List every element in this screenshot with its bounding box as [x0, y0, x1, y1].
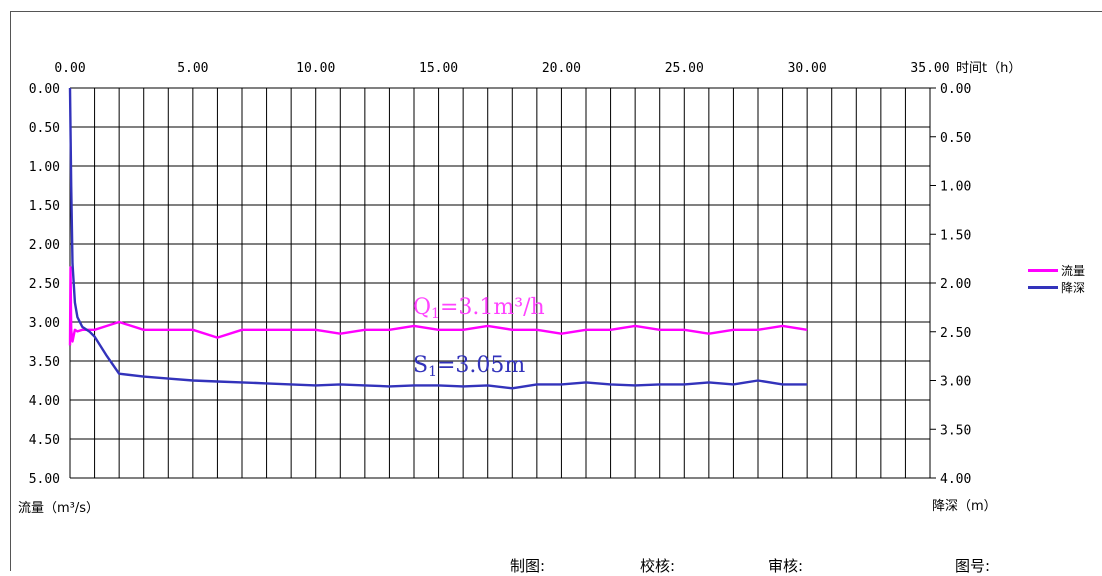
- drawdown-annotation: S1=3.05m: [413, 353, 525, 380]
- right-tick-label: 0.00: [940, 82, 971, 97]
- legend-swatch-flow: [1028, 269, 1058, 272]
- left-tick-label: 3.50: [29, 355, 60, 370]
- footer-drawing-label: 制图:: [510, 557, 546, 575]
- grid-lines: [69, 87, 931, 479]
- left-axis-title: 流量（m³/s）: [18, 501, 99, 516]
- right-tick-label: 0.50: [940, 131, 971, 146]
- footer-check-label: 校核:: [640, 557, 676, 575]
- page-border: [10, 11, 1102, 571]
- left-tick-label: 2.00: [29, 238, 60, 253]
- footer-figure-no-label: 图号:: [955, 557, 991, 575]
- right-tick-label: 3.00: [940, 375, 971, 390]
- right-tick-label: 1.00: [940, 180, 971, 195]
- right-tick-label: 1.50: [940, 228, 971, 243]
- drawdown-series-line: [68, 87, 808, 390]
- legend-label-drawdown: 降深: [1061, 281, 1086, 295]
- x-axis-title: 时间t（h）: [956, 61, 1021, 76]
- left-tick-label: 4.00: [29, 394, 60, 409]
- left-tick-label: 4.50: [29, 433, 60, 448]
- x-tick-label: 0.00: [54, 61, 85, 76]
- legend-label-flow: 流量: [1061, 264, 1086, 278]
- footer-review-label: 审核:: [768, 557, 804, 575]
- x-tick-label: 35.00: [910, 61, 949, 76]
- legend-item-flow: 流量: [1028, 262, 1085, 279]
- x-tick-label: 5.00: [177, 61, 208, 76]
- right-axis-title: 降深（m）: [932, 499, 997, 514]
- tick-labels: 0.00 5.00 10.00 15.00 20.00 25.00 30.00 35.00 0.…: [18, 61, 1021, 516]
- x-tick-label: 30.00: [788, 61, 827, 76]
- right-tick-label: 2.00: [940, 277, 971, 292]
- left-tick-label: 3.00: [29, 316, 60, 331]
- annotations: Q1=3.1m³/h S1=3.05m: [413, 295, 545, 380]
- legend-item-drawdown: 降深: [1028, 279, 1085, 296]
- left-tick-label: 2.50: [29, 277, 60, 292]
- right-tick-label: 2.50: [940, 326, 971, 341]
- flow-series-line: [68, 266, 808, 346]
- left-tick-label: 1.50: [29, 199, 60, 214]
- legend: 流量 降深: [1028, 262, 1085, 296]
- x-tick-label: 10.00: [296, 61, 335, 76]
- x-tick-label: 25.00: [665, 61, 704, 76]
- left-tick-label: 5.00: [29, 472, 60, 487]
- left-tick-label: 0.50: [29, 121, 60, 136]
- flow-annotation: Q1=3.1m³/h: [413, 295, 545, 322]
- series-lines: [68, 87, 808, 390]
- left-tick-label: 1.00: [29, 160, 60, 175]
- x-tick-label: 15.00: [419, 61, 458, 76]
- axes: [930, 87, 936, 479]
- right-tick-label: 3.50: [940, 423, 971, 438]
- right-tick-label: 4.00: [940, 472, 971, 487]
- x-tick-label: 20.00: [542, 61, 581, 76]
- left-tick-label: 0.00: [29, 82, 60, 97]
- legend-swatch-drawdown: [1028, 286, 1058, 289]
